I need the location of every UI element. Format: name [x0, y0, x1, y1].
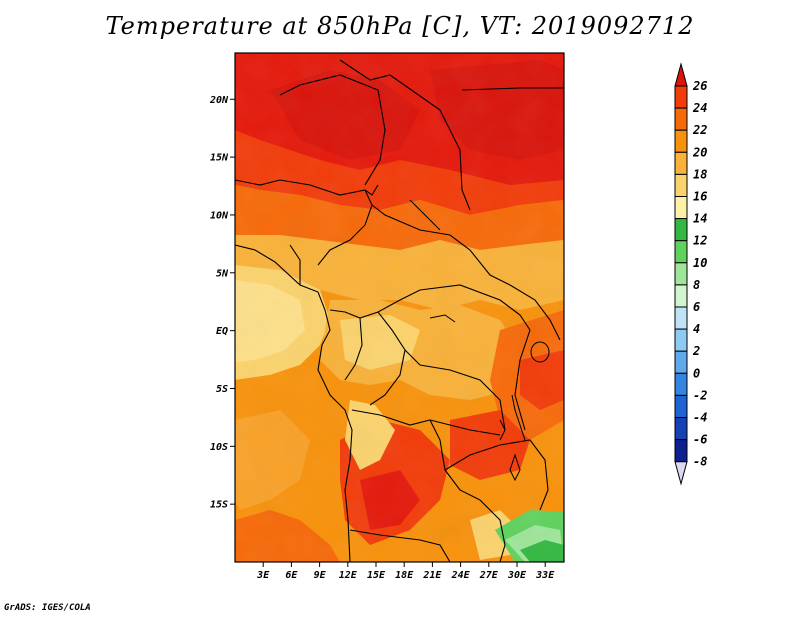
colorbar-label: 2 [692, 344, 700, 358]
lon-tick-label: 30E [507, 570, 527, 581]
lon-tick-label: 33E [535, 570, 555, 581]
colorbar-label: -8 [693, 455, 707, 469]
lat-tick-label: 5S [216, 384, 228, 395]
country-boundaries [235, 59, 564, 562]
colorbar-label: 18 [693, 167, 707, 181]
colorbar-bottom-arrow [674, 461, 688, 486]
colorbar-segment [674, 328, 688, 352]
lat-tick-label: 5N [216, 268, 229, 279]
lon-tick-label: 12E [339, 570, 358, 581]
footer-credit: GrADS: IGES/COLA [4, 603, 91, 613]
lon-tick-label: 15E [367, 570, 386, 581]
colorbar-label: -6 [693, 433, 707, 447]
colorbar-top-arrow [674, 62, 688, 87]
colorbar-segment [674, 350, 688, 374]
colorbar-segment [674, 151, 688, 175]
colorbar-label: 0 [693, 366, 700, 380]
colorbar-segment [674, 240, 688, 264]
lakes [429, 314, 550, 482]
colorbar-segment [674, 284, 688, 308]
chart-title: Temperature at 850hPa [C], VT: 201909271… [105, 12, 695, 40]
lat-tick-label: 10S [210, 442, 228, 453]
lat-tick-label: 15S [210, 500, 228, 511]
colorbar-label: 8 [693, 278, 700, 292]
longitude-axis: 3E 6E 9E 12E 15E 18E 21E 24E 27E 30E 33E [256, 562, 555, 581]
colorbar-label: 12 [693, 234, 707, 248]
colorbar-segment [674, 218, 688, 242]
map-frame [234, 52, 565, 563]
colorbar-segment [674, 439, 688, 463]
colorbar-label: 24 [692, 101, 707, 115]
colorbar-segment [674, 196, 688, 220]
colorbar-segment [674, 394, 688, 418]
lon-tick-label: 21E [422, 570, 442, 581]
colorbar-segment [674, 417, 688, 441]
colorbar-segment [674, 372, 688, 396]
colorbar-label: 6 [693, 300, 700, 314]
colorbar-segment [674, 173, 688, 197]
colorbar-label: 16 [693, 190, 707, 204]
colorbar-segment [674, 129, 688, 153]
lon-tick-label: 6E [285, 570, 298, 581]
colorbar-segment [674, 85, 688, 109]
lon-tick-label: 27E [479, 570, 499, 581]
colorbar-label: -4 [693, 411, 707, 425]
lat-tick-label: 15N [210, 153, 229, 164]
lat-tick-label: 20N [209, 95, 229, 106]
lon-tick-label: 18E [395, 570, 414, 581]
latitude-axis: 20N 15N 10N 5N EQ 5S 10S 15S [209, 95, 235, 511]
colorbar-segment [674, 107, 688, 131]
colorbar-label: 10 [693, 256, 707, 270]
lat-tick-label: 10N [210, 210, 229, 221]
lon-tick-label: 3E [256, 570, 270, 581]
colorbar-label: -2 [693, 388, 707, 402]
lat-tick-label: EQ [216, 326, 228, 337]
colorbar-label: 14 [693, 212, 707, 226]
colorbar-label: 26 [692, 79, 707, 93]
colorbar-label: 20 [692, 145, 707, 159]
lon-tick-label: 9E [314, 570, 327, 581]
colorbar-segment [674, 306, 688, 330]
lon-tick-label: 24E [451, 570, 471, 581]
colorbar-segment [674, 262, 688, 286]
colorbar-label: 4 [693, 322, 700, 336]
temperature-field [235, 53, 564, 562]
colorbar-label: 22 [692, 123, 707, 137]
